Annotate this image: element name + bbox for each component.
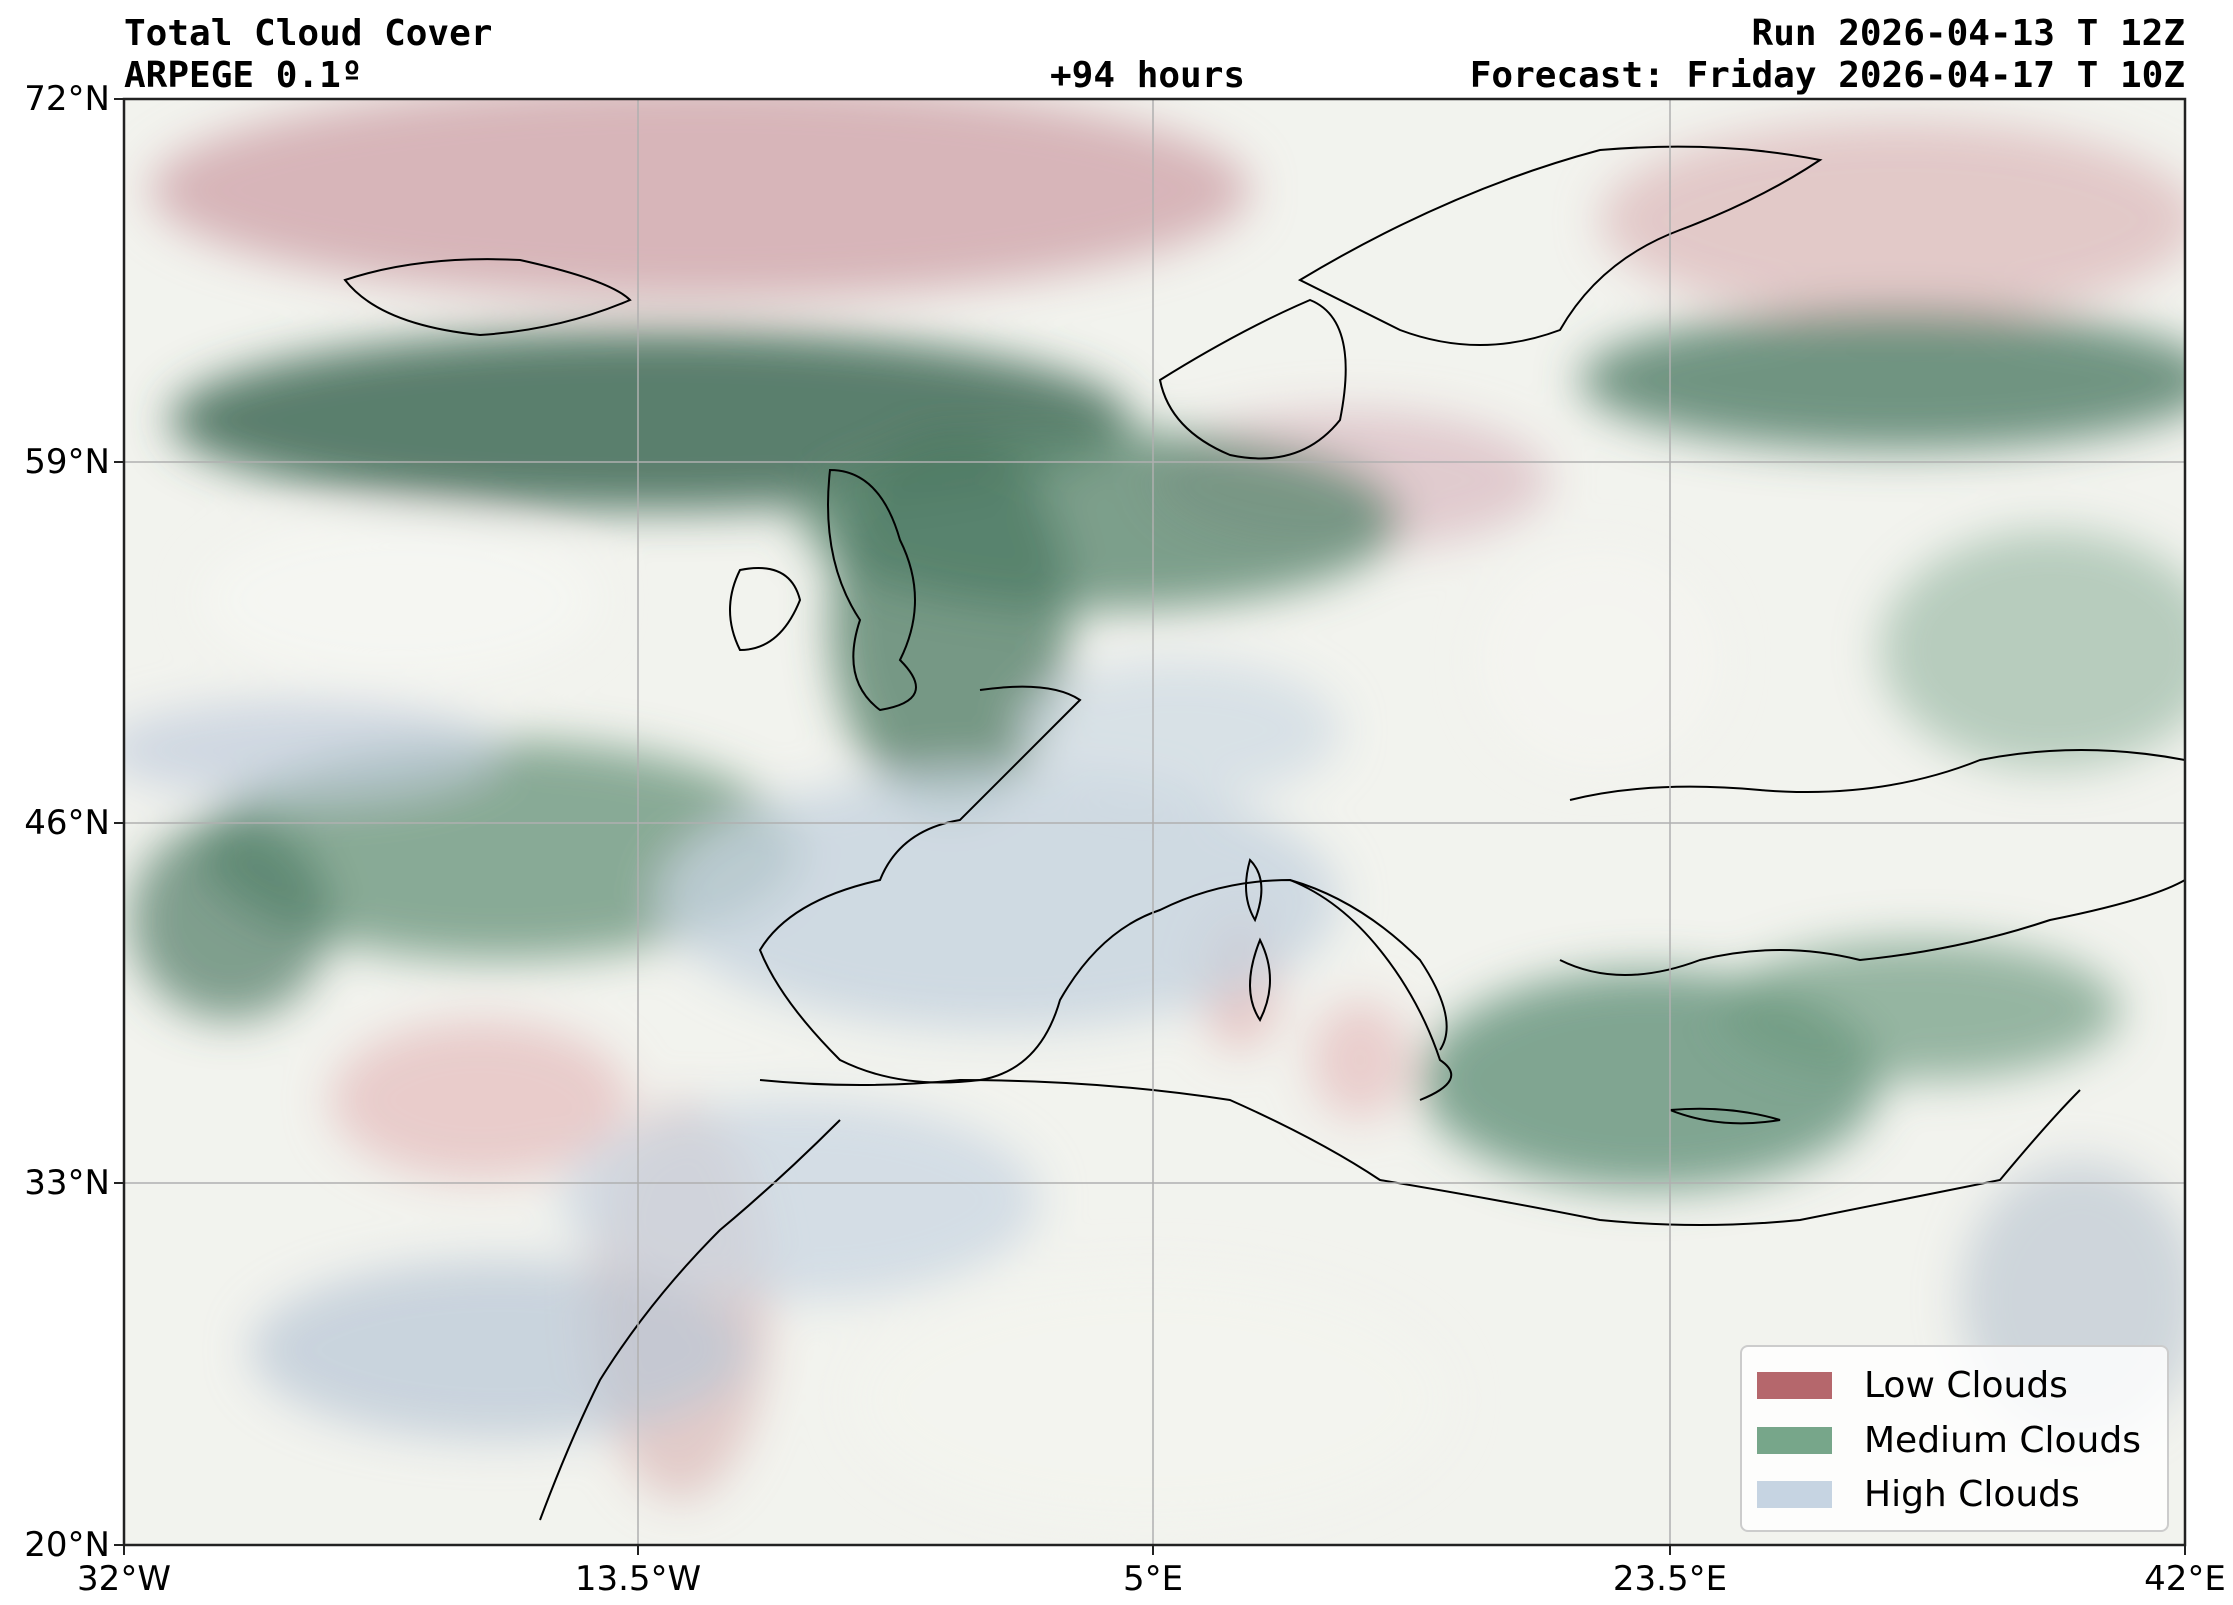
coastlines: [343, 145, 2185, 1521]
y-tick-label: 59°N: [24, 442, 110, 482]
y-tick-label: 72°N: [24, 79, 110, 119]
model-label: ARPEGE 0.1º: [124, 55, 363, 96]
cloud-field: [124, 99, 2185, 1545]
y-tick-label: 20°N: [24, 1525, 110, 1565]
y-tick-label: 33°N: [24, 1163, 110, 1203]
chart-title: Total Cloud Cover: [124, 13, 493, 54]
run-label: Run 2026-04-13 T 12Z: [1751, 13, 2185, 54]
y-tick-label: 46°N: [24, 803, 110, 843]
x-tick-label: 13.5°W: [574, 1559, 702, 1599]
medium-clouds-swatch: [1757, 1426, 1832, 1454]
legend-item-high: High Clouds: [1757, 1469, 2080, 1519]
gridlines: [124, 99, 2185, 1545]
legend: Low Clouds Medium Clouds High Clouds: [1740, 1345, 2169, 1532]
legend-label: Medium Clouds: [1864, 1419, 2141, 1461]
tick-marks: [114, 98, 2186, 1555]
low-clouds-swatch: [1757, 1371, 1832, 1399]
x-tick-label: 5°E: [1122, 1559, 1184, 1599]
legend-label: Low Clouds: [1864, 1364, 2068, 1406]
x-tick-label: 42°E: [2144, 1559, 2226, 1599]
legend-item-medium: Medium Clouds: [1757, 1415, 2141, 1465]
x-tick-label: 23.5°E: [1612, 1559, 1728, 1599]
lead-time-label: +94 hours: [1050, 55, 1246, 96]
legend-label: High Clouds: [1864, 1473, 2080, 1515]
legend-item-low: Low Clouds: [1757, 1360, 2068, 1410]
high-clouds-swatch: [1757, 1480, 1832, 1508]
forecast-label: Forecast: Friday 2026-04-17 T 10Z: [1469, 55, 2185, 96]
x-tick-label: 32°W: [77, 1559, 171, 1599]
